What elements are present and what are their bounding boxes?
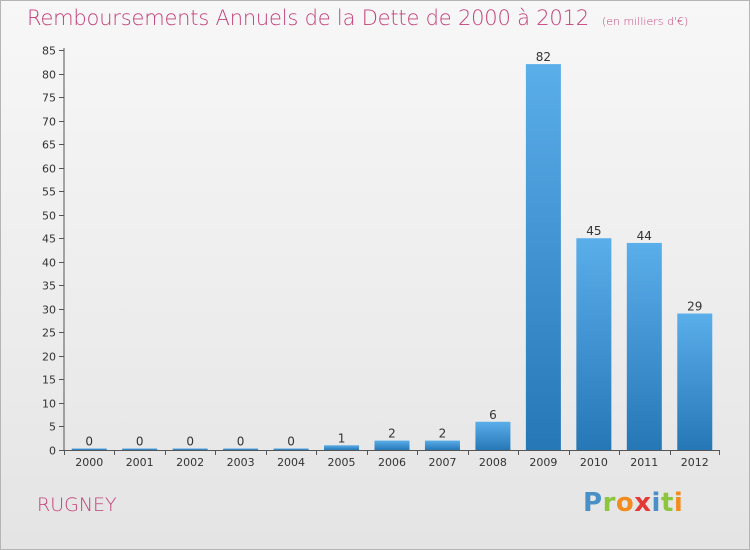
y-tick-label: 50 — [42, 210, 56, 223]
x-tick-label: 2008 — [479, 456, 507, 469]
y-tick-label: 35 — [42, 280, 56, 293]
bar-value-label: 2 — [388, 427, 396, 441]
chart-bars — [71, 64, 713, 450]
x-tick-label: 2010 — [580, 456, 608, 469]
x-tick-label: 2004 — [277, 456, 305, 469]
bar-value-label: 0 — [287, 435, 295, 449]
bar-value-label: 0 — [237, 435, 245, 449]
logo-letter: t — [660, 488, 674, 518]
x-tick-label: 2000 — [75, 456, 103, 469]
y-tick-label: 70 — [42, 116, 56, 129]
x-tick-label: 2003 — [227, 456, 255, 469]
bar-value-label: 0 — [85, 435, 93, 449]
x-tick-label: 2012 — [681, 456, 709, 469]
y-tick-label: 80 — [42, 69, 56, 82]
logo-letter: o — [615, 488, 635, 518]
bar — [223, 448, 259, 450]
bar-value-label: 0 — [136, 435, 144, 449]
bar-value-label: 45 — [586, 224, 601, 238]
bar — [71, 448, 107, 450]
y-tick-label: 75 — [42, 92, 56, 105]
y-tick-label: 85 — [42, 45, 56, 58]
y-tick-label: 10 — [42, 398, 56, 411]
bar-value-label: 0 — [186, 435, 194, 449]
bar-value-label: 2 — [439, 427, 447, 441]
bar — [374, 440, 410, 450]
logo-letter: x — [634, 488, 652, 518]
bar — [525, 64, 561, 450]
y-tick-label: 60 — [42, 163, 56, 176]
bar-value-label: 6 — [489, 408, 497, 422]
chart-title: Remboursements Annuels de la Dette de 20… — [27, 6, 688, 30]
x-tick-label: 2006 — [378, 456, 406, 469]
y-tick-label: 40 — [42, 257, 56, 270]
bar — [475, 421, 511, 450]
x-tick-label: 2011 — [630, 456, 658, 469]
y-tick-label: 20 — [42, 351, 56, 364]
bar-value-label: 82 — [536, 50, 551, 64]
logo-letter: r — [602, 488, 616, 518]
x-tick-label: 2007 — [428, 456, 456, 469]
x-tick-label: 2001 — [126, 456, 154, 469]
y-tick-label: 15 — [42, 374, 56, 387]
y-tick-label: 65 — [42, 139, 56, 152]
y-tick-label: 5 — [49, 421, 56, 434]
y-tick-label: 0 — [49, 445, 56, 458]
x-tick-label: 2002 — [176, 456, 204, 469]
bar — [273, 448, 309, 450]
bar — [677, 313, 713, 450]
location-name: RUGNEY — [37, 494, 117, 516]
y-tick-label: 30 — [42, 304, 56, 317]
bar-value-label: 29 — [687, 300, 702, 314]
chart-unit-label: (en milliers d'€) — [602, 15, 689, 28]
bar — [172, 448, 208, 450]
bar-value-label: 1 — [338, 431, 346, 445]
chart-data-labels: 0 0 0 0 0 1 2 2 6 82 45 44 29 — [85, 50, 702, 448]
logo-letter: i — [651, 488, 661, 518]
bar — [424, 440, 460, 450]
bar — [324, 445, 360, 450]
bar — [626, 242, 662, 450]
proxiti-logo: Proxiti — [583, 488, 683, 518]
logo-letter: i — [673, 488, 684, 518]
bar — [576, 238, 612, 450]
logo-letter: P — [583, 488, 603, 518]
x-tick-label: 2009 — [529, 456, 557, 469]
y-tick-label: 25 — [42, 327, 56, 340]
y-tick-label: 45 — [42, 233, 56, 246]
bar — [122, 448, 158, 450]
x-tick-label: 2005 — [328, 456, 356, 469]
chart-title-text: Remboursements Annuels de la Dette de 20… — [27, 6, 589, 30]
y-tick-label: 55 — [42, 186, 56, 199]
bar-value-label: 44 — [637, 229, 652, 243]
